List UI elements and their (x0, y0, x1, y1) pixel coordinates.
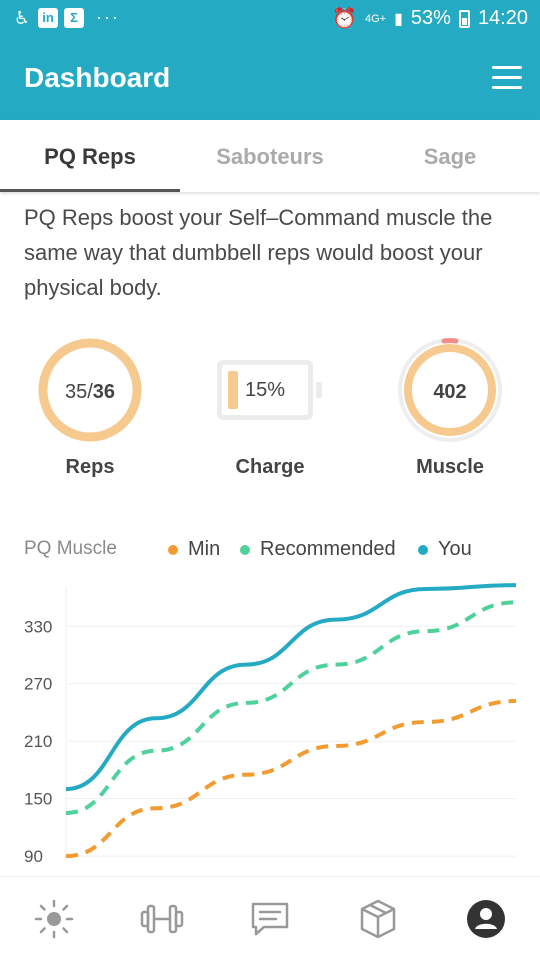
page-title: Dashboard (24, 62, 171, 93)
nav-sun[interactable] (32, 897, 76, 941)
signal-icon: ▮ (394, 10, 403, 28)
sun-icon (34, 899, 74, 939)
pq-muscle-chart: 330 270 210 150 90 (24, 583, 517, 866)
legend-recommended: Recommended (240, 538, 396, 561)
status-bar: ♿ in Σ ··· ⏰ 4G+ ▮ 53% 14:20 (0, 0, 540, 38)
battery-percent: 53% (410, 7, 451, 29)
charge-battery (217, 360, 313, 420)
series-line-recommended (65, 600, 517, 815)
legend-label-you: You (438, 538, 472, 560)
legend-dot-you (418, 544, 428, 555)
y-tick-label: 210 (24, 732, 52, 751)
tab-pq-reps[interactable]: PQ Reps (44, 144, 136, 169)
y-tick-label: 270 (24, 675, 52, 694)
accessibility-icon: ♿ (13, 7, 31, 28)
nav-chat[interactable] (248, 897, 292, 941)
tab-saboteurs[interactable]: Saboteurs (216, 144, 324, 169)
y-tick-label: 150 (24, 790, 52, 809)
muscle-value: 402 (433, 381, 467, 403)
series-line-min (65, 698, 517, 859)
y-tick-label: 90 (24, 847, 43, 866)
nav-dumbbell[interactable] (140, 897, 184, 941)
reps-value: 35/36 (64, 381, 116, 403)
dumbbell-icon (140, 904, 184, 934)
menu-button[interactable] (492, 66, 522, 90)
legend-dot-recommended (240, 544, 250, 555)
legend-you: You (418, 538, 472, 561)
app-bar: Dashboard (0, 38, 540, 120)
legend-min: Min (168, 538, 220, 561)
clock: 14:20 (477, 7, 528, 29)
nav-box[interactable] (356, 897, 400, 941)
nav-profile[interactable] (464, 897, 508, 941)
sigma-icon: Σ (64, 7, 84, 28)
legend-label-recommended: Recommended (260, 538, 396, 560)
tab-sage[interactable]: Sage (423, 144, 477, 169)
legend-dot-min (168, 544, 178, 555)
reps-ring (38, 338, 142, 442)
y-tick-label: 330 (24, 617, 52, 636)
charge-label: Charge (235, 456, 305, 478)
profile-icon (467, 900, 505, 938)
chat-icon (251, 902, 289, 936)
series-line-you (65, 583, 517, 792)
chart-title: PQ Muscle (24, 538, 117, 559)
muscle-ring (398, 338, 502, 442)
charge-fill (228, 371, 238, 409)
tab-indicator (0, 189, 180, 192)
alarm-icon: ⏰ (332, 8, 357, 30)
battery-icon (458, 9, 470, 28)
box-icon (360, 899, 396, 939)
tab-bar: PQ Reps Saboteurs Sage (0, 120, 540, 192)
reps-label: Reps (65, 456, 115, 478)
battery-nub (316, 382, 322, 398)
legend-label-min: Min (188, 538, 221, 560)
more-notifications-icon: ··· (96, 7, 120, 27)
bottom-nav (0, 876, 540, 961)
intro-text: PQ Reps boost your Self–Command muscle t… (24, 205, 493, 300)
linkedin-icon: in (38, 7, 58, 28)
network-type: 4G+ (364, 12, 387, 25)
charge-value: 15% (244, 379, 286, 401)
muscle-label: Muscle (416, 456, 484, 478)
